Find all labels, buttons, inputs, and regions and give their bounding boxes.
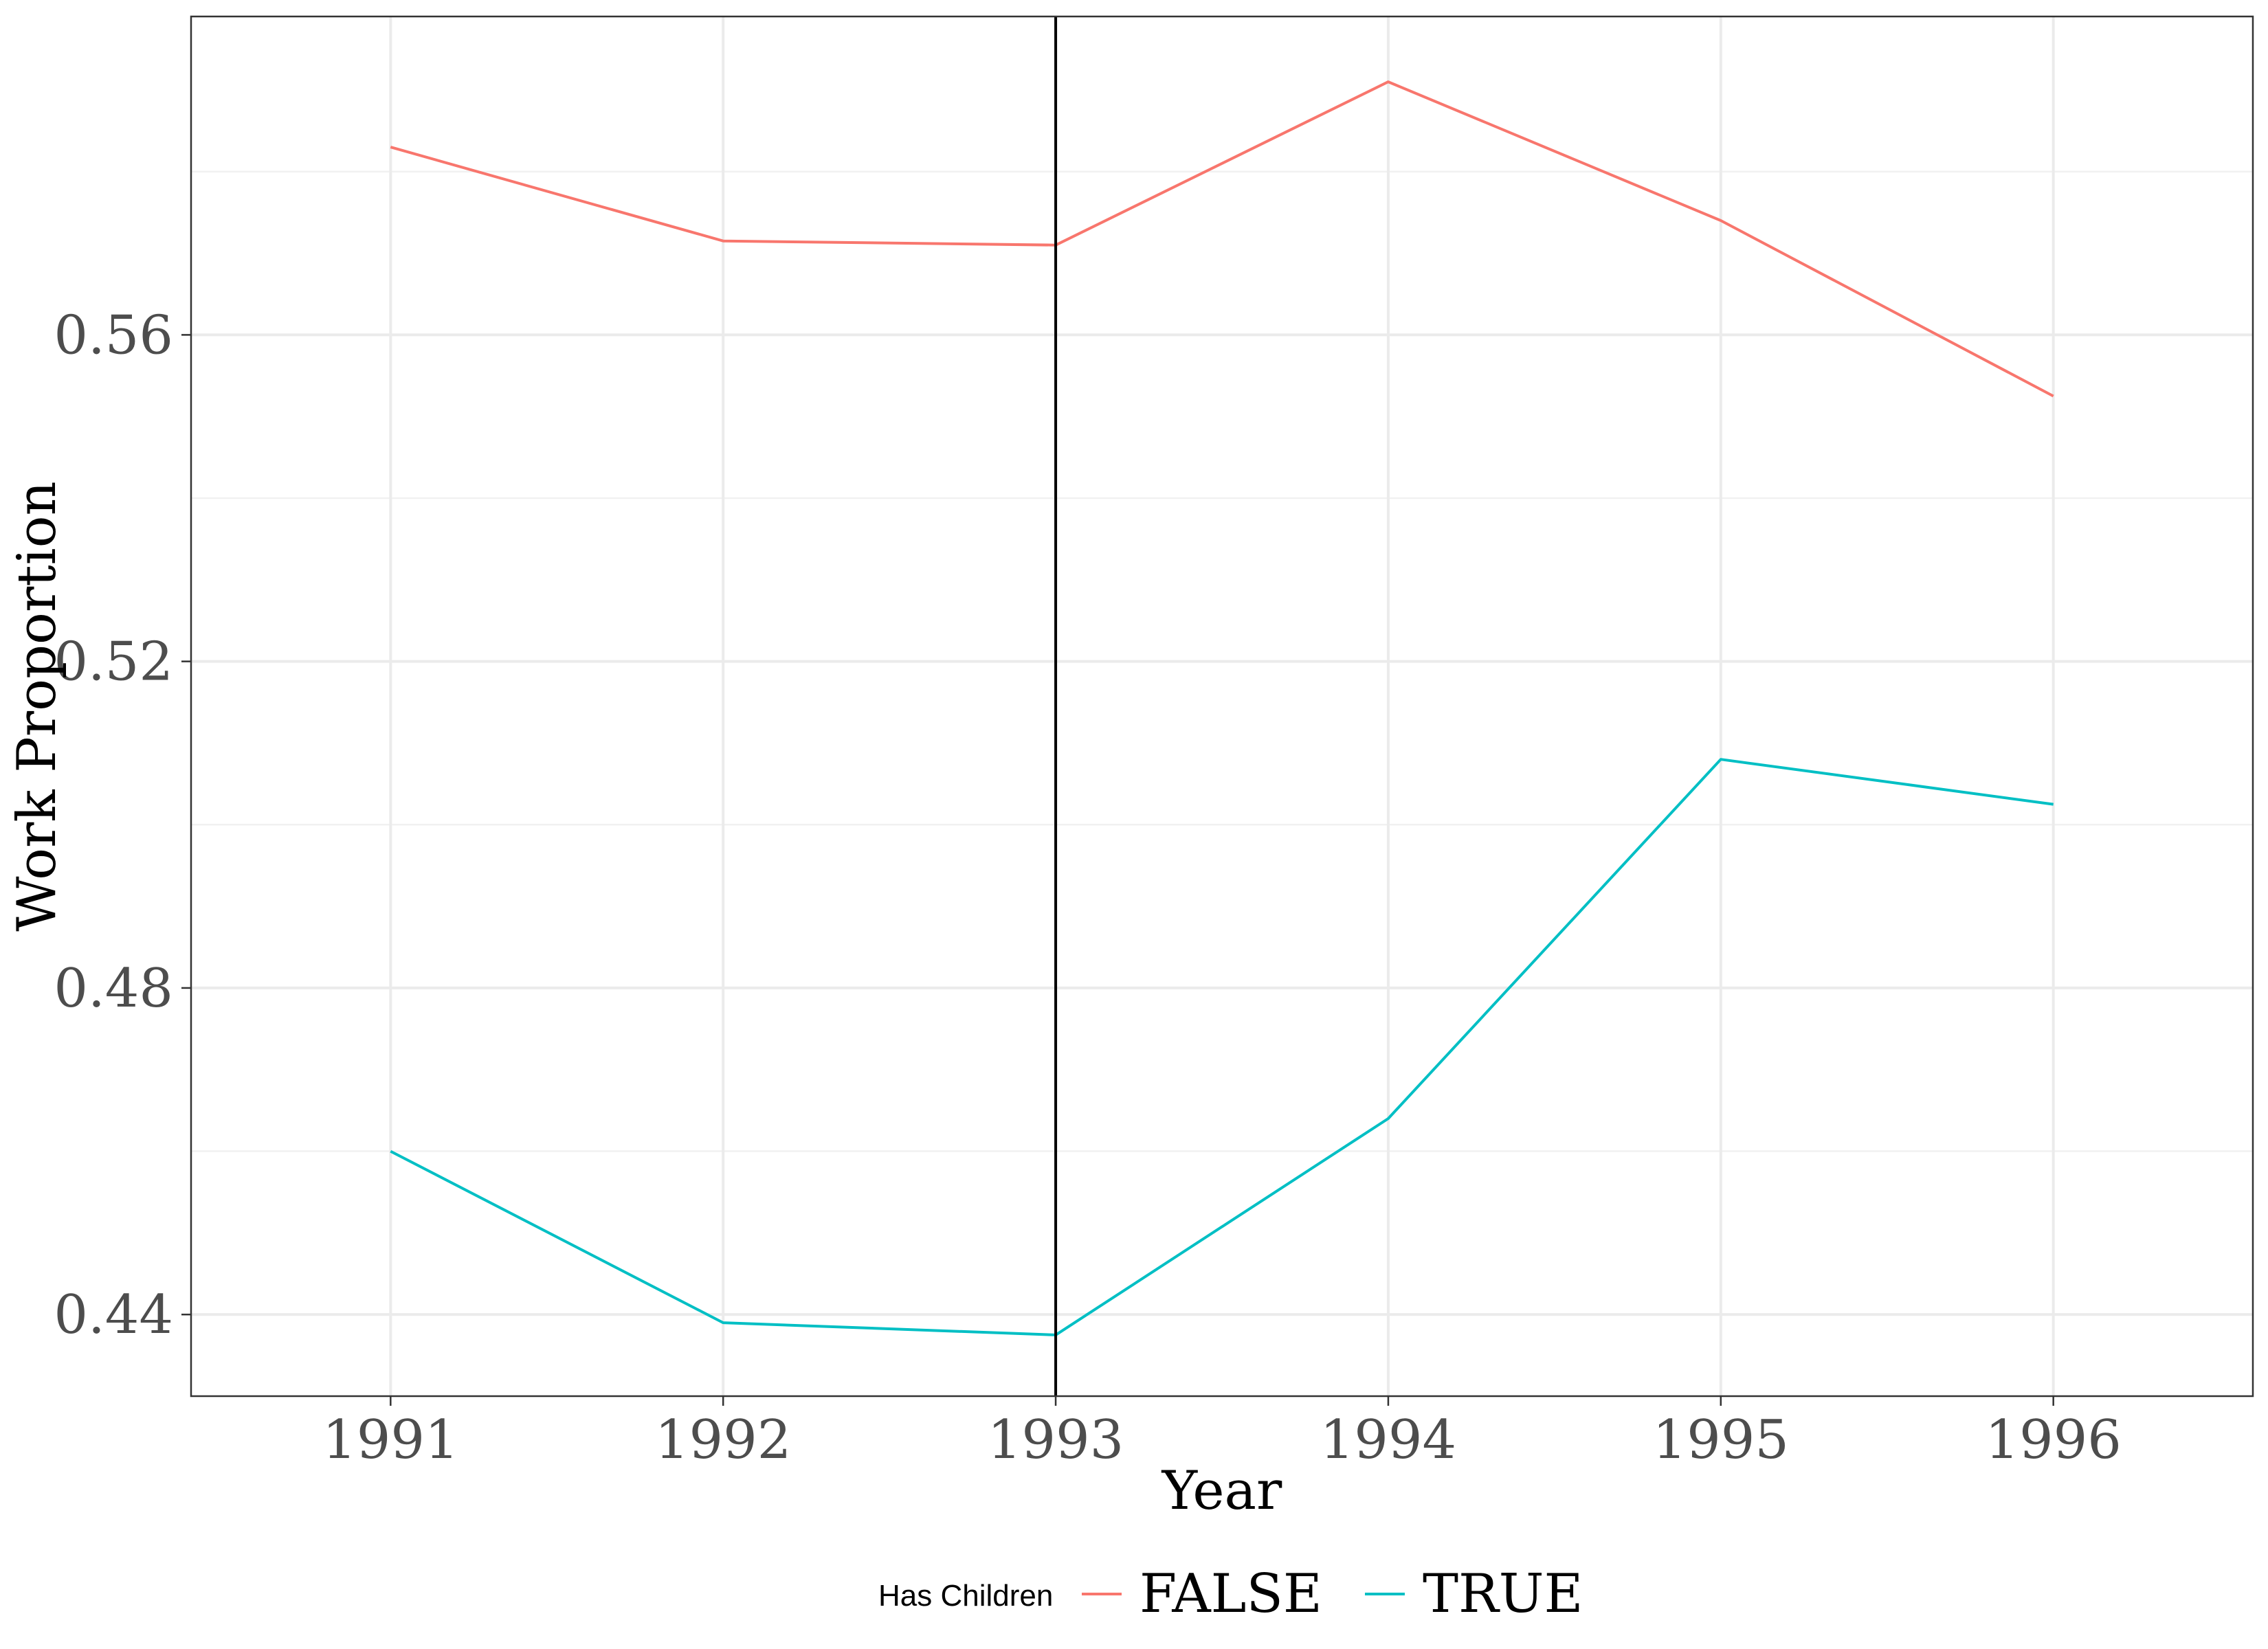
legend-label-true: TRUE bbox=[1423, 1563, 1583, 1625]
series-line-true bbox=[390, 758, 2054, 1336]
x-tick-label: 1993 bbox=[988, 1409, 1124, 1471]
plot-panel-border bbox=[190, 15, 2254, 1398]
y-tick-label: 0.56 bbox=[54, 304, 173, 366]
y-tick-label: 0.48 bbox=[54, 958, 173, 1020]
legend-label-false: FALSE bbox=[1139, 1563, 1322, 1625]
y-tick-label: 0.52 bbox=[54, 631, 173, 693]
series-line-false bbox=[390, 80, 2054, 398]
legend: Has Children FALSE TRUE bbox=[878, 1563, 1583, 1625]
x-axis: 1991 1992 1993 1994 1995 1996 bbox=[322, 1396, 2122, 1471]
y-axis: 0.44 0.48 0.52 0.56 bbox=[54, 304, 191, 1346]
x-tick-label: 1996 bbox=[1985, 1409, 2122, 1471]
legend-items: FALSE TRUE bbox=[1082, 1563, 1583, 1625]
legend-title: Has Children bbox=[878, 1579, 1053, 1613]
minor-gridlines bbox=[191, 170, 2253, 1152]
x-axis-title: Year bbox=[1161, 1460, 1282, 1522]
series-lines bbox=[390, 80, 2054, 1336]
x-tick-label: 1995 bbox=[1653, 1409, 1790, 1471]
x-tick-label: 1994 bbox=[1320, 1409, 1457, 1471]
x-tick-label: 1992 bbox=[655, 1409, 792, 1471]
y-tick-label: 0.44 bbox=[54, 1284, 173, 1346]
y-axis-title: Work Proportion bbox=[6, 481, 68, 932]
x-tick-label: 1991 bbox=[322, 1409, 459, 1471]
